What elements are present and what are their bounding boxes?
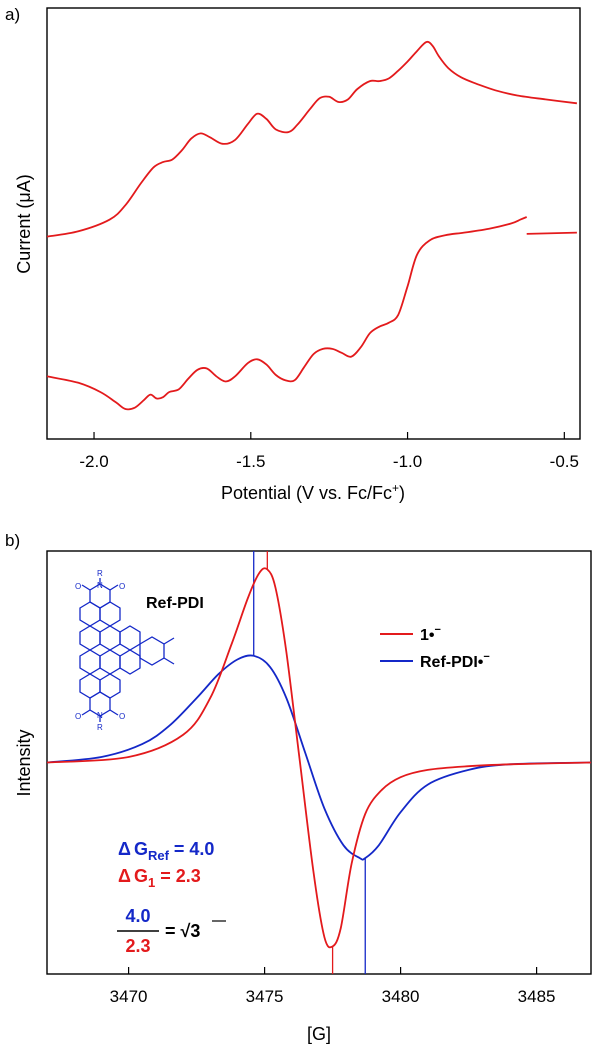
panel-a-x-ticks: -2.0 -1.5 -1.0 -0.5 <box>79 432 579 471</box>
molecule-label: Ref-PDI <box>146 595 204 612</box>
dg-ref-sub: Ref <box>148 848 170 863</box>
legend-label-ref-pdi-sup: − <box>483 651 489 663</box>
legend-label-ref-pdi: Ref-PDI•− <box>420 651 490 671</box>
mol-n-top: N <box>97 581 103 590</box>
dg-1-g: G <box>134 866 148 886</box>
panel-b-series-ref-pdi <box>46 654 592 861</box>
annotation-dg-1: Δ G1 = 2.3 <box>118 866 201 890</box>
annotation-dg-ref: Δ GRef = 4.0 <box>118 839 214 863</box>
dg-1-sub: 1 <box>148 875 155 890</box>
panel-a-y-axis-title: Current (μA) <box>14 174 34 273</box>
ratio-equals-sign: = √ <box>165 921 191 941</box>
panel-a-x-title-end: ) <box>399 483 405 503</box>
panel-a-label: a) <box>5 5 20 24</box>
panel-b-legend: 1•− Ref-PDI•− <box>380 624 490 671</box>
x-tick-label: 3470 <box>110 987 148 1006</box>
mol-o-bottom-right: O <box>119 712 125 721</box>
panel-a: a) -2.0 -1.5 -1.0 -0.5 Current (μA) Potenti… <box>5 5 581 503</box>
x-tick-label: 3485 <box>518 987 556 1006</box>
mol-o-bottom-left: O <box>75 712 81 721</box>
ref-pdi-molecule <box>79 578 175 722</box>
legend-label-1-text: 1• <box>420 627 435 644</box>
mol-r-bottom: R <box>97 723 103 732</box>
ratio-numerator: 4.0 <box>125 906 150 926</box>
panel-a-series-segment <box>526 231 577 235</box>
ref-pdi-molecule-labels: R N O O N R O O <box>75 569 125 732</box>
dg-ref-delta: Δ <box>118 839 131 859</box>
legend-label-1-sup: − <box>435 624 441 636</box>
x-tick-label: 3475 <box>246 987 284 1006</box>
annotation-ratio: 4.0 2.3 = √3 <box>117 906 226 956</box>
panel-a-x-axis-title: Potential (V vs. Fc/Fc+) <box>221 481 405 503</box>
legend-label-1: 1•− <box>420 624 441 644</box>
panel-b-series-1 <box>46 567 592 949</box>
panel-a-frame <box>46 7 581 440</box>
mol-r-top: R <box>97 569 103 578</box>
legend-label-ref-pdi-text: Ref-PDI• <box>420 654 484 671</box>
x-tick-label: -0.5 <box>550 452 579 471</box>
panel-b-x-ticks: 3470 3475 3480 3485 <box>110 967 556 1006</box>
ratio-denominator: 2.3 <box>125 936 150 956</box>
panel-a-x-title-sup: + <box>392 481 399 495</box>
x-tick-label: -1.5 <box>236 452 265 471</box>
mol-o-top-left: O <box>75 582 81 591</box>
x-tick-label: -1.0 <box>393 452 422 471</box>
panel-a-series-reverse <box>46 216 528 411</box>
dg-1-delta: Δ <box>118 866 131 886</box>
panel-b-peak-markers <box>253 551 366 974</box>
panel-b: b) 3470 3475 3480 3485 Intensity [G] 1•− Re… <box>5 531 592 1044</box>
x-tick-label: -2.0 <box>79 452 108 471</box>
x-tick-label: 3480 <box>382 987 420 1006</box>
panel-b-y-axis-title: Intensity <box>14 729 34 796</box>
mol-o-top-right: O <box>119 582 125 591</box>
panel-b-x-axis-title: [G] <box>307 1024 331 1044</box>
dg-ref-value: = 4.0 <box>169 839 215 859</box>
dg-ref-g: G <box>134 839 148 859</box>
mol-n-bottom: N <box>97 711 103 720</box>
panel-b-label: b) <box>5 531 20 550</box>
panel-a-x-title-main: Potential (V vs. Fc/Fc <box>221 483 392 503</box>
panel-a-series-forward <box>46 40 578 238</box>
ratio-root: 3 <box>190 921 200 941</box>
ratio-equals: = √3 <box>165 921 200 941</box>
dg-1-value: = 2.3 <box>155 866 201 886</box>
